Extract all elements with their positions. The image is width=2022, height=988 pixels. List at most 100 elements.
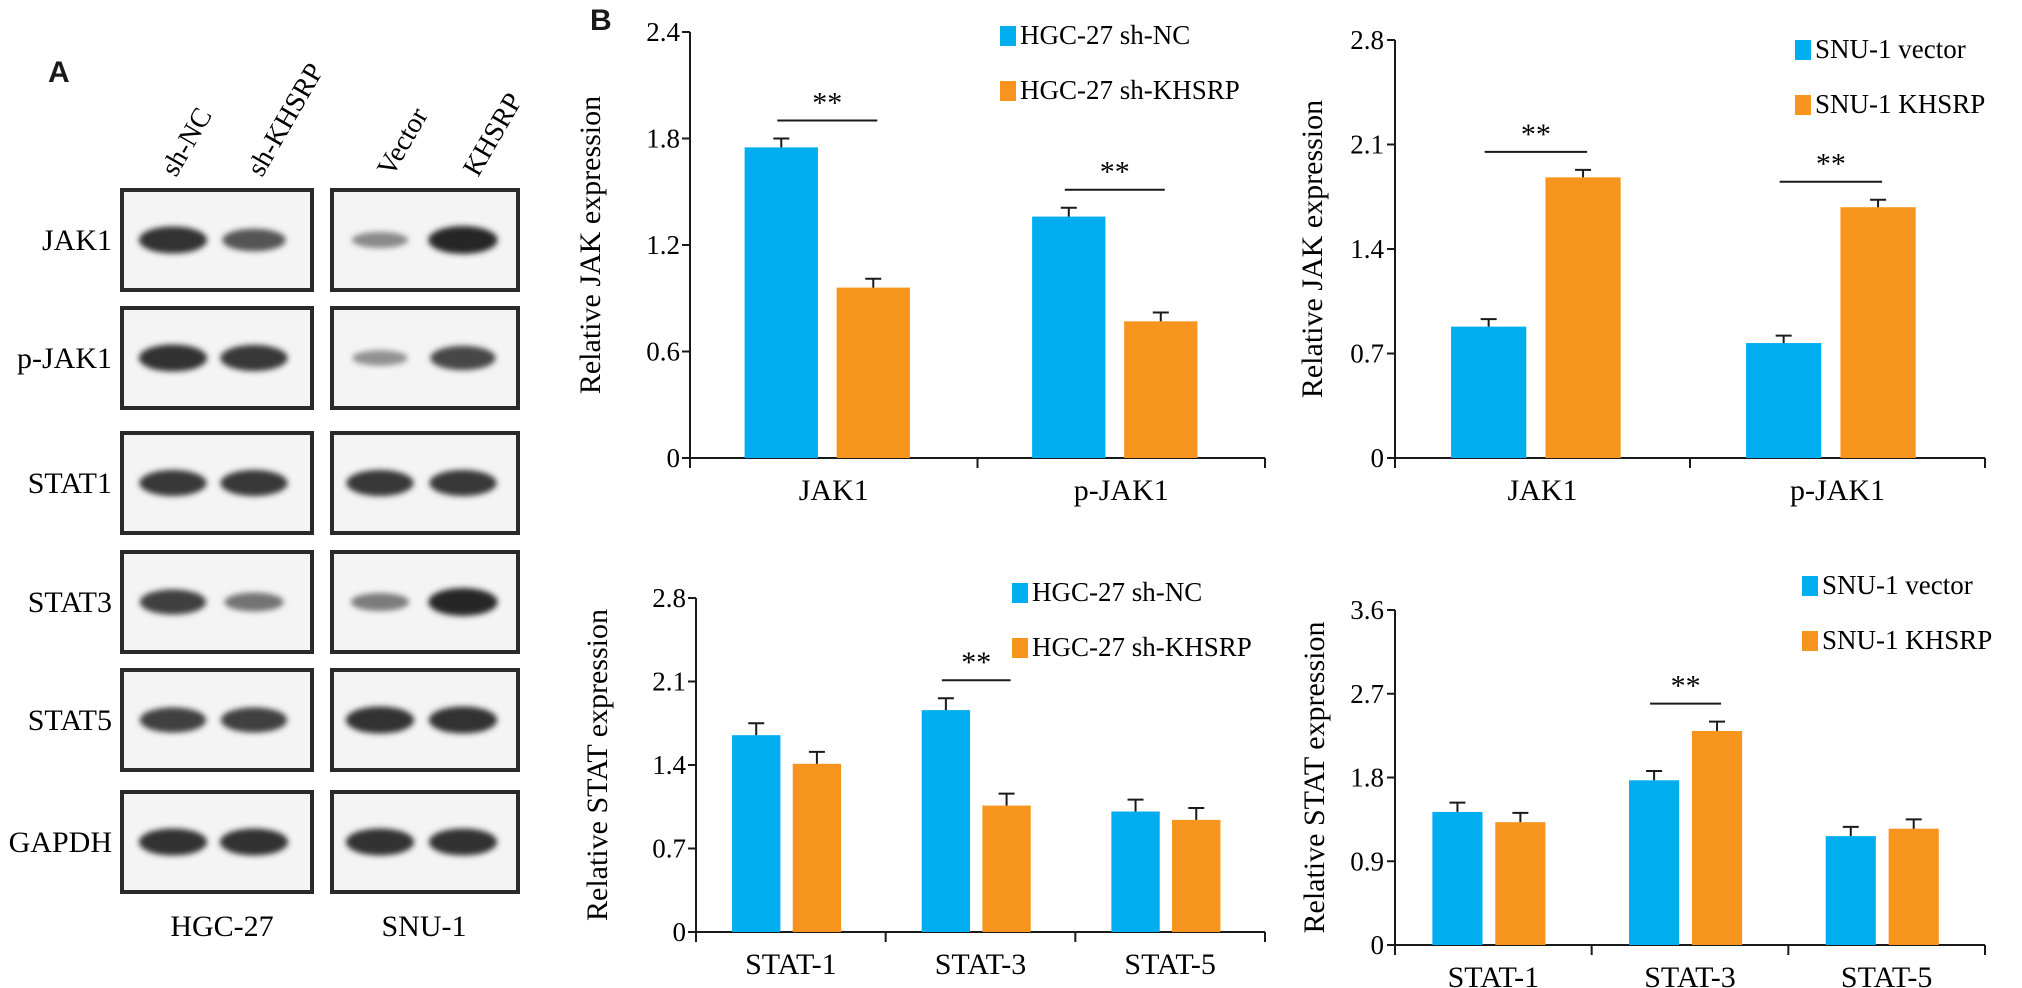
blot-row-label-stat1: STAT1 — [28, 467, 112, 500]
blot-band — [139, 707, 207, 733]
legend-swatch — [1012, 638, 1028, 658]
bar-hgc-27-sh-nc-jak1 — [744, 147, 818, 458]
legend-label-hgc-27-sh-nc: HGC-27 sh-NC — [1020, 20, 1190, 50]
y-tick-label: 2.1 — [652, 667, 686, 697]
blot-band — [219, 828, 289, 856]
y-tick-label: 1.8 — [646, 124, 680, 154]
bar-hgc-27-sh-nc-p-jak1 — [1032, 216, 1106, 458]
legend-swatch — [1000, 26, 1016, 46]
blot-row-label-stat3: STAT3 — [28, 586, 112, 619]
western-blot-panel: sh-NC sh-KHSRP Vector KHSRPJAK1p-JAK1STAT1S… — [9, 58, 530, 943]
bar-hgc-27-sh-khsrp-stat-3 — [982, 805, 1031, 932]
legend-label-hgc-27-sh-khsrp: HGC-27 sh-KHSRP — [1020, 75, 1240, 105]
blot-band — [428, 588, 498, 616]
bar-hgc-27-sh-nc-stat-3 — [921, 710, 971, 932]
x-category-label-p-jak1: p-JAK1 — [1790, 474, 1885, 507]
legend-label-snu-1-vector: SNU-1 vector — [1822, 570, 1973, 600]
blot-band — [138, 226, 208, 254]
blot-band — [429, 469, 497, 497]
legend-swatch — [1795, 95, 1811, 115]
bar-snu-1-khsrp-stat-5 — [1888, 828, 1939, 945]
bar-hgc-27-sh-nc-stat-1 — [732, 735, 781, 932]
legend-label-snu-1-vector: SNU-1 vector — [1815, 34, 1966, 64]
x-category-label-stat-5: STAT-5 — [1124, 948, 1216, 981]
blot-band — [220, 344, 288, 372]
y-tick-label: 2.7 — [1350, 679, 1384, 709]
bar-snu-1-vector-p-jak1 — [1746, 343, 1822, 458]
blot-band — [224, 592, 284, 612]
bar-hgc-27-sh-khsrp-p-jak1 — [1124, 321, 1198, 458]
chart-4: 0 0.9 1.8 2.7 3.6 Relative STAT expression STA… — [1298, 570, 1992, 988]
group-label-snu-1: SNU-1 — [381, 910, 466, 943]
y-axis-label: Relative JAK expression — [1296, 100, 1329, 398]
y-tick-label: 2.8 — [1350, 25, 1384, 55]
blot-band — [428, 706, 498, 734]
y-tick-label: 0.6 — [646, 337, 680, 367]
y-tick-label: 0.9 — [1350, 846, 1384, 876]
x-category-label-stat-3: STAT-3 — [1644, 961, 1736, 988]
blot-band — [222, 228, 286, 252]
blot-band — [428, 226, 498, 254]
significance-label: ** — [1521, 118, 1551, 151]
legend-swatch — [1795, 40, 1811, 60]
significance-label: ** — [1671, 670, 1701, 703]
y-tick-label: 2.8 — [652, 583, 686, 613]
chart-3: 0 0.7 1.4 2.1 2.8 Relative STAT expression STA… — [581, 577, 1266, 981]
y-axis-label: Relative STAT expression — [1298, 622, 1331, 934]
y-tick-label: 0 — [667, 443, 681, 473]
bar-snu-1-khsrp-p-jak1 — [1840, 207, 1916, 458]
blot-band — [345, 706, 415, 734]
group-label-hgc-27: HGC-27 — [170, 910, 273, 943]
blot-band — [351, 231, 409, 249]
blot-band — [350, 592, 410, 612]
x-category-label-jak1: JAK1 — [799, 474, 869, 507]
y-axis-label: Relative STAT expression — [581, 609, 614, 921]
x-category-label-stat-1: STAT-1 — [1448, 961, 1540, 988]
bar-snu-1-khsrp-stat-3 — [1691, 730, 1743, 945]
y-tick-label: 0.7 — [652, 834, 686, 864]
blot-band — [139, 469, 207, 497]
bar-snu-1-vector-stat-1 — [1432, 811, 1483, 945]
significance-label: ** — [1100, 156, 1130, 189]
legend-swatch — [1012, 583, 1028, 603]
x-category-label-stat-3: STAT-3 — [935, 948, 1027, 981]
significance-label: ** — [812, 87, 842, 120]
bar-hgc-27-sh-nc-stat-5 — [1111, 811, 1160, 932]
y-tick-label: 0 — [1371, 443, 1385, 473]
y-tick-label: 0.7 — [1350, 339, 1384, 369]
blot-band — [345, 828, 415, 856]
chart-1: 0 0.6 1.2 1.8 2.4 Relative JAK expression JAK1… — [574, 17, 1266, 507]
significance-label: ** — [961, 646, 991, 679]
bar-snu-1-vector-stat-3 — [1629, 780, 1680, 945]
bar-snu-1-vector-jak1 — [1451, 326, 1527, 458]
y-tick-label: 1.2 — [646, 230, 680, 260]
legend-swatch — [1802, 631, 1818, 651]
x-category-label-stat-1: STAT-1 — [745, 948, 837, 981]
y-axis-label: Relative JAK expression — [574, 96, 607, 394]
bar-hgc-27-sh-khsrp-jak1 — [836, 287, 910, 458]
y-tick-label: 1.4 — [652, 750, 686, 780]
x-category-label-p-jak1: p-JAK1 — [1074, 474, 1169, 507]
bar-snu-1-khsrp-jak1 — [1545, 177, 1621, 459]
blot-row-label-jak1: JAK1 — [42, 224, 112, 257]
legend-label-hgc-27-sh-khsrp: HGC-27 sh-KHSRP — [1032, 632, 1252, 662]
legend-swatch — [1000, 81, 1016, 101]
y-tick-label: 1.4 — [1350, 234, 1384, 264]
blot-band — [138, 344, 208, 372]
blot-row-label-p-jak1: p-JAK1 — [17, 342, 112, 375]
bar-hgc-27-sh-khsrp-stat-1 — [792, 763, 842, 932]
chart-2: 0 0.7 1.4 2.1 2.8 Relative JAK expression JAK1… — [1296, 25, 1986, 507]
panel-b-label: B — [590, 4, 612, 37]
y-tick-label: 0 — [673, 917, 687, 947]
blot-band — [220, 469, 288, 497]
bar-snu-1-vector-stat-5 — [1825, 836, 1876, 945]
y-tick-label: 0 — [1371, 930, 1385, 960]
panel-a-label: A — [48, 56, 70, 89]
blot-band — [430, 345, 496, 371]
x-category-label-jak1: JAK1 — [1507, 474, 1577, 507]
blot-band — [139, 589, 207, 615]
blot-band — [220, 707, 288, 733]
blot-band — [138, 828, 208, 856]
y-tick-label: 1.8 — [1350, 763, 1384, 793]
